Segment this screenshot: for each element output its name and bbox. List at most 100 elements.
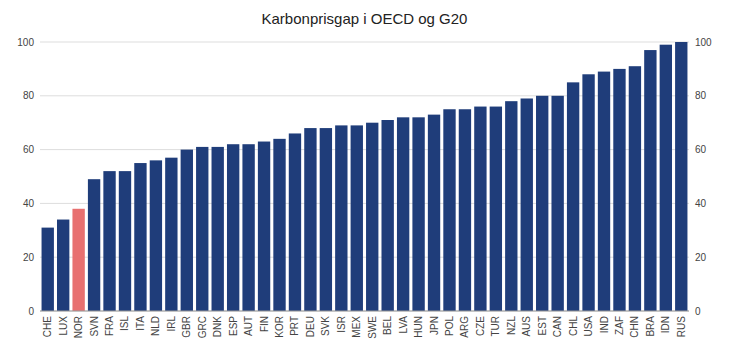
x-tick-label: IND bbox=[599, 316, 610, 333]
bar bbox=[490, 107, 502, 311]
chart: Karbonprisgap i OECD og G20 0 20 40 60 80 100 0… bbox=[0, 0, 729, 353]
bar bbox=[304, 128, 316, 311]
bar bbox=[474, 107, 486, 311]
x-tick-label: FIN bbox=[259, 316, 270, 332]
bar bbox=[57, 220, 69, 311]
x-tick-label: AUT bbox=[243, 316, 254, 336]
bar bbox=[381, 120, 393, 311]
x-tick-label: KOR bbox=[274, 316, 285, 338]
y-tick-label: 0 bbox=[28, 306, 34, 317]
x-tick-label: BEL bbox=[382, 316, 393, 335]
x-tick-label: RUS bbox=[676, 316, 687, 337]
grid bbox=[40, 42, 689, 311]
bar bbox=[629, 66, 641, 311]
bar bbox=[227, 144, 239, 311]
bar bbox=[103, 171, 115, 311]
bar bbox=[258, 142, 270, 311]
x-tick-label: CHN bbox=[629, 316, 640, 338]
bar bbox=[397, 117, 409, 311]
x-tick-label: ISL bbox=[119, 316, 130, 331]
x-tick-label: FRA bbox=[104, 316, 115, 336]
bar bbox=[119, 171, 131, 311]
bar bbox=[134, 163, 146, 311]
x-tick-label: HUN bbox=[413, 316, 424, 338]
x-tick-label: ITA bbox=[135, 316, 146, 331]
x-tick-label: AUS bbox=[521, 316, 532, 337]
y-tick-label: 60 bbox=[23, 144, 35, 155]
x-tick-label: EST bbox=[537, 316, 548, 335]
bar bbox=[335, 125, 347, 311]
bar bbox=[165, 158, 177, 311]
x-tick-label: ARG bbox=[459, 316, 470, 338]
x-tick-label: CHE bbox=[42, 316, 53, 337]
bar bbox=[521, 98, 533, 311]
bar bbox=[351, 125, 363, 311]
x-tick-label: ESP bbox=[228, 316, 239, 336]
bar bbox=[443, 109, 455, 311]
y2-tick-label: 20 bbox=[695, 252, 707, 263]
bar bbox=[366, 123, 378, 311]
bar bbox=[412, 117, 424, 311]
bar bbox=[505, 101, 517, 311]
x-tick-label: DNK bbox=[212, 316, 223, 337]
x-tick-label: CZE bbox=[475, 316, 486, 336]
x-tick-label: MEX bbox=[351, 316, 362, 338]
y2-tick-label: 40 bbox=[695, 198, 707, 209]
x-axis-line bbox=[40, 311, 689, 312]
bar bbox=[196, 147, 208, 311]
y2-tick-label: 80 bbox=[695, 90, 707, 101]
x-tick-label: NOR bbox=[73, 316, 84, 338]
x-tick-label: USA bbox=[583, 316, 594, 337]
x-tick-label: BRA bbox=[645, 316, 656, 337]
x-tick-label: SWE bbox=[367, 316, 378, 339]
x-tick-label: CAN bbox=[552, 316, 563, 337]
bar bbox=[582, 74, 594, 311]
bar bbox=[320, 128, 332, 311]
bar bbox=[273, 139, 285, 311]
x-tick-label: IRL bbox=[166, 316, 177, 332]
bar bbox=[242, 144, 254, 311]
bar bbox=[660, 45, 672, 311]
x-tick-label: POL bbox=[444, 316, 455, 336]
y2-tick-label: 0 bbox=[695, 306, 701, 317]
bar bbox=[598, 72, 610, 311]
bar bbox=[42, 228, 54, 311]
bar bbox=[567, 82, 579, 311]
x-tick-label: CHL bbox=[568, 316, 579, 336]
bar bbox=[289, 133, 301, 311]
title: Karbonprisgap i OECD og G20 bbox=[262, 10, 468, 27]
x-tick-label: JPN bbox=[429, 316, 440, 335]
bar bbox=[551, 96, 563, 311]
y-tick-label: 20 bbox=[23, 252, 35, 263]
bar bbox=[428, 115, 440, 311]
x-tick-label: ISR bbox=[336, 316, 347, 333]
x-tick-label: ZAF bbox=[614, 316, 625, 335]
grid-line bbox=[40, 311, 689, 312]
x-tick-label: LVA bbox=[398, 316, 409, 334]
bar bbox=[675, 42, 687, 311]
bar bbox=[212, 147, 224, 311]
y-tick-label: 80 bbox=[23, 90, 35, 101]
bar bbox=[613, 69, 625, 311]
x-tick-label: DEU bbox=[305, 316, 316, 337]
bar bbox=[88, 179, 100, 311]
y-tick-label: 100 bbox=[17, 37, 34, 48]
x-tick-label: NLD bbox=[150, 316, 161, 336]
grid-line bbox=[40, 42, 689, 43]
bar bbox=[150, 160, 162, 311]
x-tick-label: GRC bbox=[197, 316, 208, 338]
bar bbox=[536, 96, 548, 311]
y2-tick-label: 100 bbox=[695, 37, 712, 48]
x-tick-label: PRT bbox=[289, 316, 300, 336]
x-tick-label: SVK bbox=[320, 316, 331, 336]
x-tick-label: SVN bbox=[89, 316, 100, 337]
x-tick-label: NZL bbox=[506, 316, 517, 335]
bar bbox=[72, 209, 84, 311]
x-tick-label: TUR bbox=[490, 316, 501, 337]
bar bbox=[459, 109, 471, 311]
x-tick-label: IDN bbox=[660, 316, 671, 333]
y-tick-label: 40 bbox=[23, 198, 35, 209]
bar bbox=[181, 150, 193, 311]
x-tick-label: LUX bbox=[58, 316, 69, 336]
bar bbox=[644, 50, 656, 311]
